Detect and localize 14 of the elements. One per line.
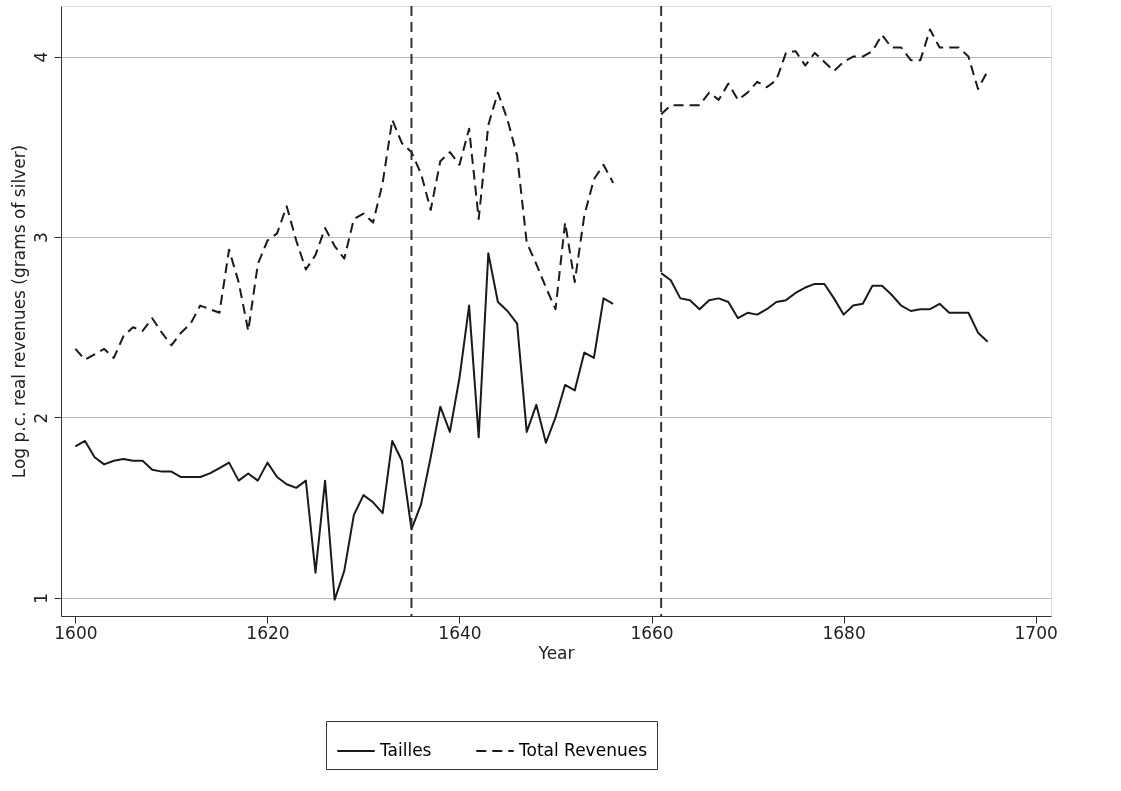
x-tick-label: 1620 bbox=[246, 622, 290, 643]
legend-label: Total Revenues bbox=[518, 740, 648, 760]
y-tick-label: 1 bbox=[30, 593, 51, 604]
y-tick-label: 3 bbox=[30, 232, 51, 243]
y-tick-label: 4 bbox=[30, 51, 51, 63]
x-axis-title: Year bbox=[537, 642, 575, 663]
y-tick-label: 2 bbox=[30, 412, 51, 424]
legend-label: Tailles bbox=[379, 740, 432, 760]
x-tick-label: 1680 bbox=[822, 622, 866, 643]
x-tick-label: 1640 bbox=[438, 622, 482, 643]
x-tick-label: 1700 bbox=[1014, 622, 1058, 643]
x-tick-label: 1660 bbox=[630, 622, 674, 643]
x-tick-label: 1600 bbox=[54, 622, 98, 643]
y-axis-title: Log p.c. real revenues (grams of silver) bbox=[8, 144, 29, 479]
